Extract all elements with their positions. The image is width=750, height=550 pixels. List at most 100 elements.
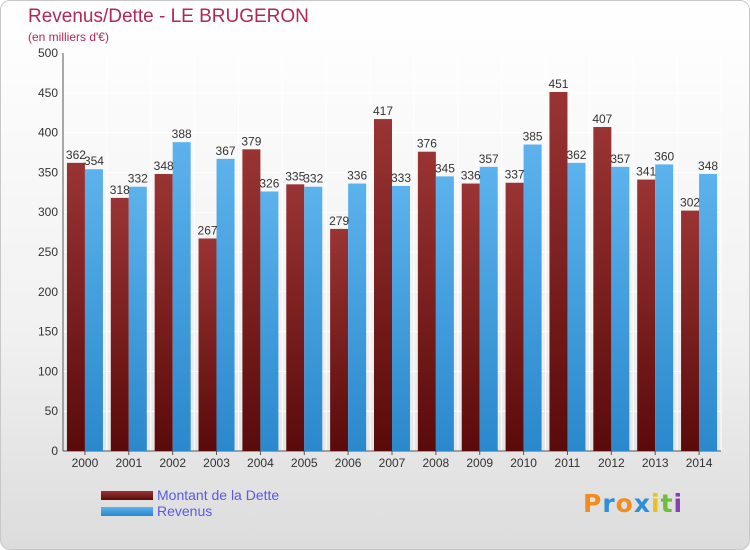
data-label: 362	[66, 148, 86, 162]
logo-letter: o	[615, 489, 634, 518]
bar-dette	[637, 179, 656, 451]
bar-dette	[286, 184, 305, 451]
data-label: 326	[259, 177, 279, 191]
x-tick-label: 2007	[379, 456, 406, 470]
y-tick-label: 0	[51, 444, 58, 458]
x-tick-label: 2005	[291, 456, 318, 470]
y-tick-label: 150	[38, 325, 58, 339]
bar-dette	[110, 197, 129, 451]
data-label: 332	[128, 172, 148, 186]
x-tick-label: 2012	[598, 456, 625, 470]
data-label: 333	[391, 171, 411, 185]
y-tick-label: 450	[38, 86, 58, 100]
bar-revenus	[84, 169, 103, 451]
y-tick-label: 250	[38, 245, 58, 259]
x-tick-label: 2001	[115, 456, 142, 470]
data-label: 388	[172, 127, 192, 141]
logo-letter: x	[633, 489, 651, 518]
chart-subtitle: (en milliers d'€)	[28, 30, 109, 44]
bar-dette	[461, 183, 480, 451]
y-tick-label: 100	[38, 364, 58, 378]
bar-dette	[154, 173, 173, 451]
bar-dette	[330, 228, 349, 451]
x-tick-label: 2008	[423, 456, 450, 470]
data-label: 357	[610, 152, 630, 166]
x-tick-label: 2000	[72, 456, 99, 470]
data-label: 336	[347, 169, 367, 183]
bar-dette	[198, 238, 217, 451]
data-label: 348	[154, 159, 174, 173]
data-label: 302	[680, 196, 700, 210]
proxiti-logo: Proxiti	[583, 489, 683, 518]
bar-dette	[593, 127, 612, 451]
legend-swatch-dette	[101, 491, 153, 500]
bar-revenus	[128, 186, 147, 451]
data-label: 332	[303, 172, 323, 186]
y-tick-label: 200	[38, 285, 58, 299]
x-tick-label: 2009	[466, 456, 493, 470]
bar-dette	[374, 119, 392, 452]
y-tick-label: 350	[38, 165, 58, 179]
data-label: 348	[698, 159, 718, 173]
data-label: 385	[523, 130, 543, 144]
x-tick-label: 2013	[642, 456, 669, 470]
data-label: 407	[592, 112, 612, 126]
data-label: 451	[548, 77, 568, 91]
bar-revenus	[699, 173, 718, 451]
data-label: 337	[505, 168, 525, 182]
logo-letter: r	[602, 489, 616, 518]
bar-revenus	[479, 166, 498, 451]
bar-dette	[417, 151, 436, 452]
bar-dette	[242, 149, 261, 452]
bar-dette	[505, 182, 524, 452]
logo-letter: t	[660, 489, 674, 518]
bar-revenus	[216, 158, 235, 452]
legend-label-dette: Montant de la Dette	[157, 487, 280, 503]
data-label: 335	[285, 169, 305, 183]
x-tick-label: 2002	[159, 456, 186, 470]
bar-revenus	[567, 162, 586, 451]
data-label: 336	[461, 169, 481, 183]
logo-letter: i	[673, 489, 684, 518]
data-label: 367	[216, 144, 236, 158]
legend-label-revenus: Revenus	[157, 503, 213, 519]
x-tick-label: 2006	[335, 456, 362, 470]
y-tick-label: 50	[45, 404, 59, 418]
bar-dette	[681, 210, 700, 451]
bar-revenus	[348, 183, 367, 451]
bar-revenus	[523, 144, 542, 452]
x-tick-label: 2004	[247, 456, 274, 470]
x-tick-label: 2011	[555, 456, 581, 470]
data-label: 354	[84, 154, 104, 168]
data-label: 376	[417, 137, 437, 151]
logo-letter: P	[583, 489, 603, 518]
data-label: 279	[329, 214, 349, 228]
y-tick-label: 300	[38, 205, 58, 219]
bar-revenus	[435, 176, 454, 451]
data-label: 362	[566, 148, 586, 162]
data-label: 345	[435, 161, 455, 175]
bar-dette	[549, 92, 568, 451]
chart-title: Revenus/Dette - LE BRUGERON	[28, 6, 309, 27]
bar-revenus	[392, 185, 410, 451]
bar-revenus	[655, 164, 674, 451]
data-label: 357	[479, 152, 499, 166]
bar-dette	[66, 162, 85, 451]
bar-revenus	[611, 166, 630, 451]
logo-letter: i	[651, 489, 661, 518]
x-tick-label: 2014	[686, 456, 713, 470]
bar-revenus	[260, 191, 279, 451]
data-label: 267	[198, 223, 218, 237]
y-tick-label: 500	[38, 46, 58, 60]
bar-revenus	[304, 186, 323, 451]
data-label: 417	[373, 104, 393, 118]
data-label: 341	[636, 165, 656, 179]
data-label: 318	[110, 183, 130, 197]
y-tick-label: 400	[38, 126, 58, 140]
bar-revenus	[172, 142, 191, 452]
data-label: 379	[241, 134, 261, 148]
data-label: 360	[654, 149, 674, 163]
x-tick-label: 2010	[510, 456, 537, 470]
